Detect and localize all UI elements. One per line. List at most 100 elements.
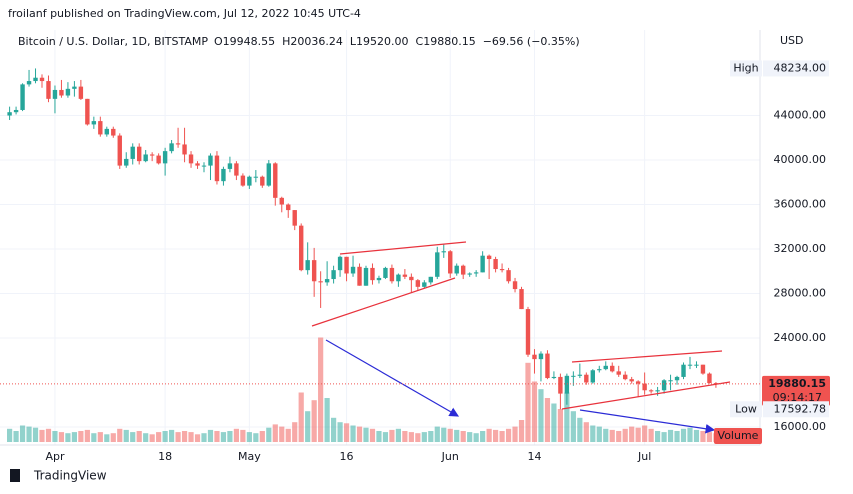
volume-bar: [143, 433, 149, 442]
candle-body: [519, 289, 524, 310]
drawings: [311, 241, 731, 434]
volume-bar: [207, 429, 214, 442]
candle-body: [422, 282, 427, 287]
candle-body: [370, 267, 375, 281]
volume-bar: [292, 422, 298, 442]
volume-bar: [376, 431, 382, 442]
volume-bar: [220, 432, 227, 442]
volume-bar: [194, 434, 201, 442]
candle-body: [266, 163, 271, 186]
candle-body: [65, 88, 71, 96]
volume-bar: [434, 426, 440, 442]
volume-bar: [363, 427, 369, 442]
x-tick-label: May: [238, 450, 261, 463]
candle-body: [137, 146, 142, 162]
volume-bar: [577, 417, 583, 442]
candle-body: [571, 375, 576, 377]
candle-body: [674, 376, 680, 381]
countdown: 09:14:17: [773, 391, 822, 404]
marker-value-box: [763, 401, 829, 418]
candle-body: [169, 143, 174, 152]
volume-bar: [408, 432, 414, 442]
marker-name-box: [730, 60, 762, 77]
marker-name: Low: [735, 402, 757, 415]
volume-bar: [557, 409, 563, 442]
volume-bar: [13, 431, 19, 442]
volume-bar: [505, 428, 512, 442]
candle-body: [13, 109, 19, 113]
candle-body: [473, 272, 479, 274]
volume-bar: [486, 428, 492, 442]
candle-body: [590, 370, 595, 383]
volume-bar: [19, 425, 26, 442]
candle-body: [311, 260, 317, 282]
candle-body: [20, 84, 25, 110]
candle-body: [564, 375, 570, 394]
volume-bar: [162, 431, 168, 442]
volume-bar: [227, 431, 233, 442]
volume-bar: [667, 429, 674, 442]
brand-name: TradingView: [33, 469, 107, 483]
candle-body: [253, 176, 259, 178]
candle-body: [357, 266, 362, 286]
volume-bar: [687, 427, 693, 442]
volume-bar: [233, 428, 239, 442]
candle-body: [156, 155, 161, 164]
candle-body: [577, 374, 583, 376]
volume-bar: [214, 431, 220, 442]
volume-bar: [447, 428, 453, 442]
volume-bar: [428, 431, 434, 442]
volume-bar: [616, 431, 622, 442]
volume-pane: [7, 337, 719, 442]
x-tick-label: Apr: [45, 450, 65, 463]
candle-body: [195, 163, 200, 166]
candle-body: [149, 154, 155, 156]
volume-bar: [680, 428, 687, 442]
candle-body: [331, 270, 336, 280]
candle-body: [234, 163, 239, 176]
volume-bar: [356, 426, 363, 442]
volume-bar: [337, 422, 343, 442]
y-tick-label: 32000.00: [774, 242, 827, 255]
volume-bar: [473, 433, 479, 442]
candle-body: [350, 266, 356, 274]
volume-bar: [52, 431, 58, 442]
marker-value: 17592.78: [774, 402, 827, 415]
candle-body: [124, 158, 129, 166]
trend-line: [561, 381, 731, 410]
volume-bar: [110, 433, 116, 442]
last-price-label: 19880.15: [768, 377, 826, 390]
volume-bar: [499, 431, 505, 442]
y-tick-label: 16000.00: [774, 420, 827, 433]
candle-body: [629, 379, 634, 382]
candle-body: [597, 369, 602, 371]
candle-body: [648, 390, 654, 392]
ohlc-open: O19948.55: [214, 35, 275, 48]
axes: 16000.00 24000.00 28000.00 32000.00 36000.00…: [45, 109, 826, 463]
volume-bar: [389, 429, 395, 442]
volume-bar: [642, 425, 648, 442]
volume-bar: [693, 429, 700, 442]
volume-bar: [169, 429, 175, 442]
y-tick-label: 28000.00: [774, 287, 827, 300]
candle-body: [337, 256, 343, 271]
candle-body: [324, 279, 330, 283]
volume-bar: [78, 431, 84, 442]
candle-body: [499, 269, 505, 271]
candle-body: [46, 81, 51, 99]
candle-body: [687, 364, 693, 366]
candle-body: [111, 128, 116, 136]
volume-bar: [525, 362, 531, 442]
volume-bar: [39, 429, 45, 442]
volume-bar: [279, 426, 285, 442]
marker-value-box: [763, 60, 829, 77]
volume-bar: [350, 425, 356, 442]
volume-bar: [259, 431, 265, 442]
volume-bar: [603, 428, 609, 442]
candle-body: [610, 365, 615, 372]
candle-body: [85, 98, 90, 125]
candle-body: [448, 251, 453, 274]
volume-bar: [674, 431, 680, 442]
candle-body: [551, 376, 557, 379]
